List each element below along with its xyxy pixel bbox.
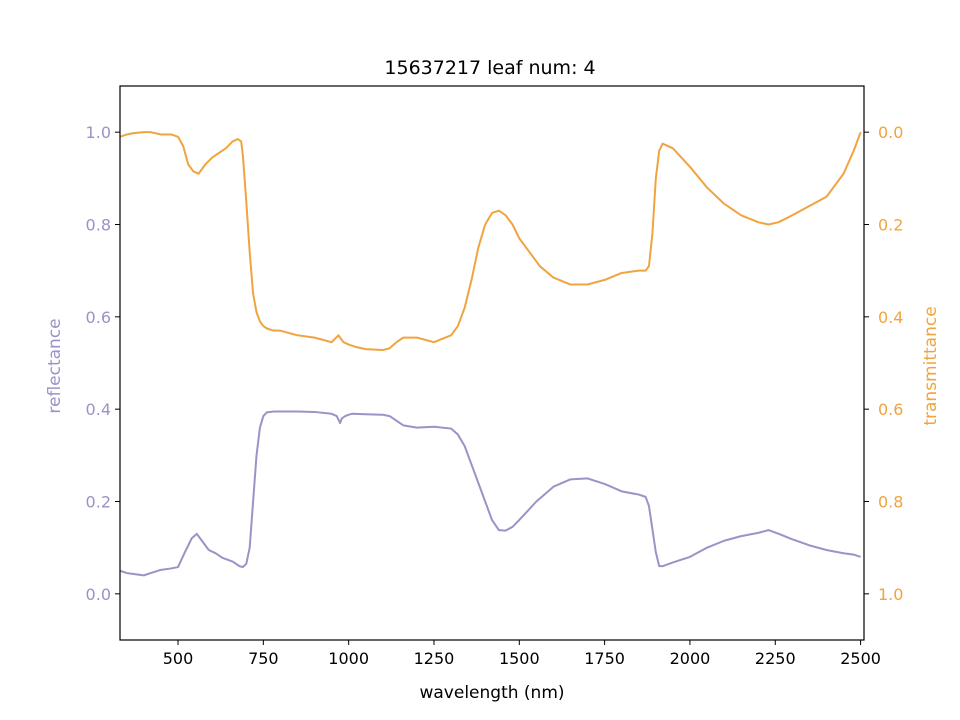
x-tick-label: 1750 <box>584 649 625 668</box>
right-y-tick-label: 0.6 <box>878 400 903 419</box>
x-axis-label: wavelength (nm) <box>419 683 564 703</box>
x-tick-label: 1500 <box>499 649 540 668</box>
left-y-tick-label: 0.2 <box>86 493 111 512</box>
left-y-tick-label: 0.6 <box>86 308 111 327</box>
plot-area <box>119 131 862 577</box>
right-y-axis-label: transmittance <box>921 306 941 425</box>
right-y-tick-label: 0.8 <box>878 493 903 512</box>
x-tick-label: 2000 <box>670 649 711 668</box>
right-y-tick-label: 0.4 <box>878 308 903 327</box>
axes-frame <box>119 85 865 641</box>
x-tick-label: 1250 <box>414 649 455 668</box>
right-y-axis-ticks: 0.0 0.2 0.4 0.6 0.8 1.0 <box>864 123 903 604</box>
right-y-tick-label: 0.0 <box>878 123 903 142</box>
right-y-tick-label: 0.2 <box>878 216 903 235</box>
left-y-axis-label: reflectance <box>45 318 65 413</box>
left-y-tick-label: 1.0 <box>86 123 111 142</box>
x-tick-label: 2500 <box>840 649 881 668</box>
reflectance-series-line <box>119 410 861 577</box>
x-tick-label: 500 <box>163 649 194 668</box>
chart-title: 15637217 leaf num: 4 <box>384 57 595 79</box>
left-y-tick-label: 0.0 <box>86 585 111 604</box>
right-y-tick-label: 1.0 <box>878 585 903 604</box>
x-tick-label: 2250 <box>755 649 796 668</box>
transmittance-series-line <box>119 131 862 352</box>
x-axis-ticks: 500 750 1000 1250 1500 1750 2000 2250 2500 <box>163 640 881 668</box>
left-y-tick-label: 0.4 <box>86 400 111 419</box>
left-y-tick-label: 0.8 <box>86 216 111 235</box>
left-y-axis-ticks: 0.0 0.2 0.4 0.6 0.8 1.0 <box>86 123 120 604</box>
x-tick-label: 750 <box>248 649 279 668</box>
x-tick-label: 1000 <box>328 649 369 668</box>
